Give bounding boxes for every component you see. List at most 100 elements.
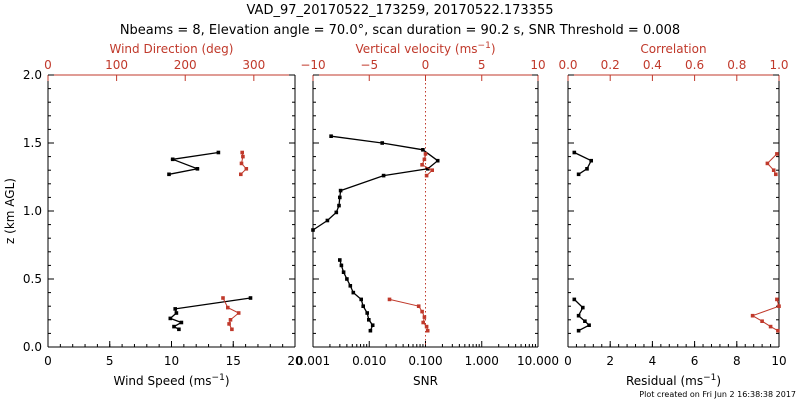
panel-snr-top-tick-label: 10 (530, 58, 545, 72)
panel-residual-top-tick-label: 0.4 (643, 58, 662, 72)
panel-snr-series-red-2-line (389, 298, 429, 331)
panel-wind-top-tick-label: 200 (174, 58, 197, 72)
panel-wind-series-black-1-point (167, 172, 171, 177)
panel-residual-bottom-tick-label: 2 (606, 354, 614, 368)
panel-snr-bottom-tick-label: 0.010 (352, 354, 386, 368)
panel-residual-series-red-3-point (774, 172, 778, 177)
panel-snr-series-black-1-line (312, 135, 439, 231)
panel-residual-series-red-2-point (776, 328, 780, 333)
panel-wind-top-tick-label: 100 (105, 58, 128, 72)
panel-wind-bottom-tick-label: 20 (287, 354, 302, 368)
panel-residual-series-red-2-point (760, 319, 764, 323)
panel-snr-top-axis-label: Vertical velocity (ms−1) (355, 41, 495, 56)
panel-wind-bottom-tick-label: 15 (226, 354, 241, 368)
panel-snr-series-black-0-point (348, 284, 353, 288)
panel-wind-top-axis-label: Wind Direction (deg) (110, 42, 234, 56)
panel-residual-series-black-1-point (572, 150, 577, 155)
panel-snr-series-red-2-point (422, 315, 427, 319)
panel-residual-series-red-2-point (750, 313, 755, 318)
panel-wind-series-red-2-point (226, 305, 230, 310)
panel-residual-top-tick-label: 1.0 (769, 58, 788, 72)
panel-snr-series-black-1-point (338, 195, 342, 200)
panel-wind-series-red-3-point (239, 172, 243, 177)
panel-residual-series-black-0-point (583, 319, 587, 323)
panel-wind-series-red-3-point (239, 161, 244, 166)
panel-residual-bottom-tick-label: 4 (649, 354, 657, 368)
panel-snr-series-black-0-point (339, 263, 344, 268)
panel-wind-bottom-tick-label: 10 (164, 354, 179, 368)
panel-wind-series-red-2-point (221, 296, 225, 300)
panel-snr-series-red-2-point (425, 328, 430, 333)
panel-wind-y-tick-label: 0.0 (23, 340, 42, 354)
panel-residual-series-black-0-point (581, 305, 585, 310)
panel-wind-series-black-0-point (172, 324, 176, 329)
panel-snr-top-tick-label: 0 (422, 58, 430, 72)
panel-residual-bottom-axis-label: Residual (ms−1) (626, 373, 721, 388)
panel-wind-y-axis-label: z (km AGL) (3, 178, 17, 244)
footer-timestamp: Plot created on Fri Jun 2 16:38:38 2017 (639, 390, 796, 399)
panel-residual-series-red-2-point (777, 304, 781, 308)
panel-wind-y-tick-label: 2.0 (23, 68, 42, 82)
title-line2: Nbeams = 8, Elevation angle = 70.0°, sca… (120, 23, 680, 38)
panel-snr-series-red-3-point (430, 168, 434, 172)
panel-wind-series-black-1-line (168, 151, 219, 175)
panel-snr-series-black-1-point (426, 167, 430, 171)
panel-snr-series-black-0-point (361, 304, 365, 308)
panel-wind-series-black-0-point (179, 320, 184, 325)
panel-snr-series-red-2-point (416, 304, 421, 308)
panel-snr-bottom-tick-label: 1.000 (465, 354, 499, 368)
panel-wind-series-black-1-point (170, 157, 175, 162)
panel-residual-series-red-3-point (775, 152, 779, 156)
panel-residual-top-axis-label: Correlation (640, 42, 706, 56)
panel-residual-top-tick-label: 0.0 (558, 58, 577, 72)
panel-wind-top-tick-label: 300 (242, 58, 265, 72)
panel-residual-top-tick-label: 0.8 (727, 58, 746, 72)
panel-wind-bottom-tick-label: 0 (44, 354, 52, 368)
panel-snr-bottom-tick-label: 0.100 (408, 354, 442, 368)
panel-snr-series-black-0-point (338, 258, 342, 262)
panel-snr-series-black-1-point (381, 173, 386, 178)
title-line1: VAD_97_20170522_173259, 20170522.173355 (247, 3, 554, 18)
panel-wind-series-black-0-point (174, 311, 179, 315)
panel-residual-series-red-3-line (766, 153, 778, 175)
panel-wind-series-red-3-point (244, 167, 249, 171)
panel-wind-y-tick-label: 0.5 (23, 272, 42, 286)
panel-wind-series-black-0-point (177, 327, 181, 332)
panel-snr-series-red-2-point (424, 324, 429, 329)
panel-snr-series-black-0-point (359, 297, 363, 302)
panel-snr-series-red-3-point (423, 152, 428, 156)
panel-snr-series-black-0-point (368, 328, 373, 333)
panel-snr-series-black-1-point (311, 228, 315, 232)
panel-wind-series-black-0-point (168, 316, 173, 321)
panel-residual-series-red-3-point (771, 168, 776, 172)
panel-snr-series-black-0-point (370, 323, 375, 327)
panel-residual-series-black-1-point (576, 172, 581, 177)
panel-residual-bottom-tick-label: 8 (733, 354, 741, 368)
panel-residual-top-tick-label: 0.6 (685, 58, 704, 72)
panel-wind-series-red-2-point (230, 327, 234, 332)
panel-snr-series-black-1-point (380, 141, 384, 145)
panel-residual-series-black-0-line (573, 298, 591, 332)
panel-residual-series-black-0-point (572, 297, 577, 302)
panel-wind-series-red-2-point (228, 318, 233, 322)
panel-snr-series-red-2-point (387, 297, 392, 302)
panel-snr-series-black-1-point (329, 134, 333, 138)
panel-residual-series-black-0-point (576, 328, 581, 333)
panel-snr-series-black-0-point (351, 290, 356, 295)
panel-residual-bottom-tick-label: 0 (564, 354, 572, 368)
panel-snr-series-black-1-point (338, 188, 343, 193)
panel-wind-series-black-1-point (216, 150, 221, 155)
panel-snr-series-black-0-point (341, 270, 346, 274)
panel-snr-series-red-3-point (420, 163, 424, 167)
panel-wind-series-red-2-point (227, 322, 231, 326)
panel-wind-series-black-0-point (173, 307, 177, 311)
panel-residual-series-black-0-point (576, 313, 581, 318)
panel-snr-top-tick-label: −5 (360, 58, 378, 72)
panel-residual-series-red-2-point (775, 297, 779, 302)
panel-wind-bottom-tick-label: 5 (106, 354, 114, 368)
panel-residual-bottom-tick-label: 6 (691, 354, 699, 368)
panel-snr-series-red-2-point (421, 320, 425, 325)
panel-snr-series-black-1-point (435, 158, 440, 163)
